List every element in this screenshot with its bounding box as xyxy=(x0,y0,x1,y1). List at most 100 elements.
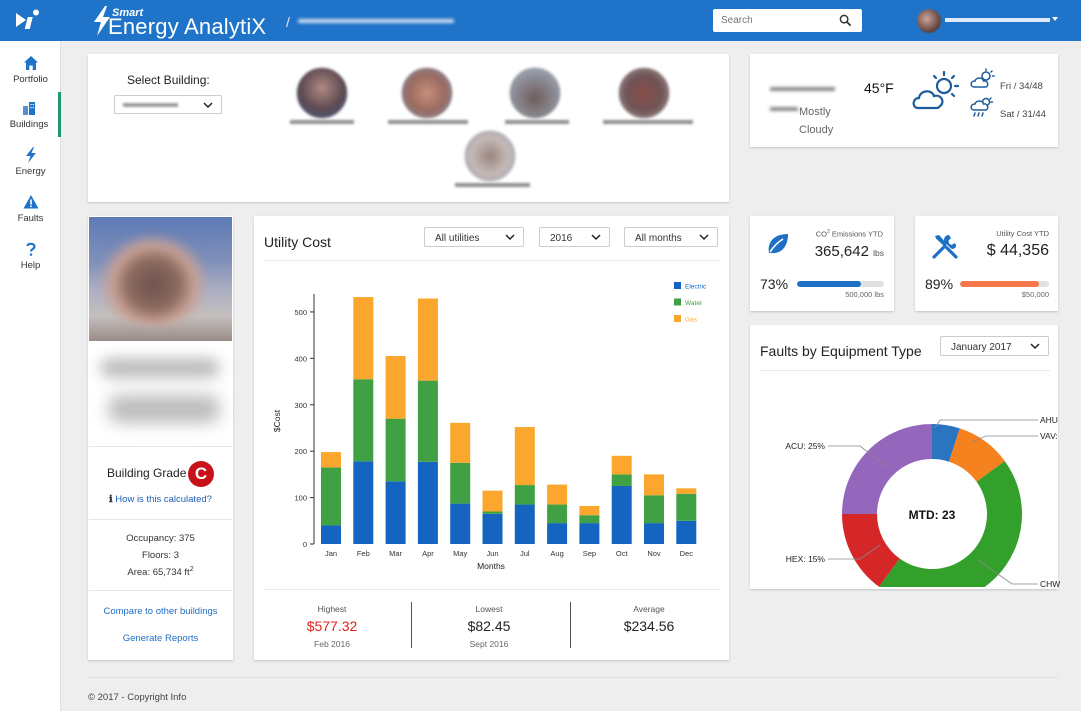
year-filter-dropdown[interactable]: 2016 xyxy=(539,227,610,247)
search-icon[interactable] xyxy=(839,14,852,27)
summary-label: Average xyxy=(633,604,665,614)
bar-segment-gas[interactable] xyxy=(644,474,664,496)
x-tick-label: Mar xyxy=(389,549,402,558)
bar-segment-water[interactable] xyxy=(676,493,697,521)
bar-segment-electric[interactable] xyxy=(450,503,471,544)
bar-segment-water[interactable] xyxy=(353,379,374,462)
compare-buildings-link[interactable]: Compare to other buildings xyxy=(103,606,218,617)
bar-segment-gas[interactable] xyxy=(676,488,697,494)
y-tick-label: 200 xyxy=(294,447,307,456)
faults-period-value: January 2017 xyxy=(951,342,1012,353)
buildings-icon xyxy=(23,102,35,115)
building-thumbnail[interactable] xyxy=(618,67,670,119)
bar-segment-gas[interactable] xyxy=(417,298,438,381)
bar-segment-electric[interactable] xyxy=(417,461,438,544)
emissions-label-post: Emissions YTD xyxy=(829,229,883,239)
donut-leader-line xyxy=(828,544,881,560)
user-name-redacted[interactable] xyxy=(945,18,1050,22)
partly-sunny-icon xyxy=(970,68,995,88)
chevron-down-icon xyxy=(505,234,515,241)
cost-ytd-label: Utility Cost YTD xyxy=(996,229,1049,238)
x-axis-label: Months xyxy=(477,561,505,571)
building-thumbnail[interactable] xyxy=(296,67,348,119)
bar-segment-gas[interactable] xyxy=(482,490,503,512)
bar-segment-water[interactable] xyxy=(450,462,471,504)
building-thumbnail[interactable] xyxy=(464,130,516,182)
bar-segment-electric[interactable] xyxy=(676,520,697,544)
donut-slice-acu[interactable] xyxy=(842,424,932,514)
brand-small-text: Smart xyxy=(112,7,144,19)
sidebar-item-faults[interactable]: Faults xyxy=(0,186,61,231)
bar-segment-electric[interactable] xyxy=(644,523,664,544)
bar-segment-electric[interactable] xyxy=(385,481,406,544)
sidebar-item-help[interactable]: Help xyxy=(0,233,61,278)
tools-icon xyxy=(932,235,958,259)
building-dropdown[interactable] xyxy=(114,95,222,114)
area-value: Area: 65,734 ft xyxy=(127,567,190,579)
user-menu-caret-icon[interactable] xyxy=(1052,17,1058,21)
bar-segment-water[interactable] xyxy=(547,504,568,524)
bar-segment-electric[interactable] xyxy=(321,525,341,544)
sidebar-item-label: Portfolio xyxy=(13,74,48,85)
utility-filter-dropdown[interactable]: All utilities xyxy=(424,227,524,247)
bar-segment-water[interactable] xyxy=(579,515,600,524)
user-avatar[interactable] xyxy=(917,9,941,33)
bar-segment-water[interactable] xyxy=(482,511,503,514)
warning-icon xyxy=(23,195,38,209)
y-tick-label: 400 xyxy=(294,354,307,363)
grade-info-link[interactable]: ℹ How is this calculated? xyxy=(89,494,232,505)
bar-segment-electric[interactable] xyxy=(514,504,535,544)
bar-segment-gas[interactable] xyxy=(321,452,341,468)
donut-slice-chw[interactable] xyxy=(879,461,1022,587)
sidebar-item-buildings[interactable]: Buildings xyxy=(0,92,61,137)
donut-slice-ahu[interactable] xyxy=(932,424,960,462)
emissions-card xyxy=(750,216,894,311)
faults-title: Faults by Equipment Type xyxy=(760,343,922,359)
bar-segment-electric[interactable] xyxy=(579,523,600,544)
utility-cost-card xyxy=(254,216,729,660)
donut-leader-line xyxy=(977,559,1038,585)
bar-segment-gas[interactable] xyxy=(547,484,568,505)
breadcrumb-redacted[interactable] xyxy=(298,19,454,23)
bar-segment-water[interactable] xyxy=(417,380,438,462)
search-box xyxy=(713,9,862,32)
bar-segment-water[interactable] xyxy=(514,485,535,505)
bar-segment-water[interactable] xyxy=(611,474,632,486)
bar-segment-gas[interactable] xyxy=(450,422,471,463)
chevron-down-icon xyxy=(203,102,213,109)
cost-ytd-percent: 89% xyxy=(925,276,954,292)
bar-segment-gas[interactable] xyxy=(385,356,406,419)
generate-reports-link[interactable]: Generate Reports xyxy=(122,633,199,644)
faults-period-dropdown[interactable]: January 2017 xyxy=(940,336,1049,356)
building-thumbnail[interactable] xyxy=(509,67,561,119)
donut-slice-vav[interactable] xyxy=(948,428,1005,482)
month-filter-value: All months xyxy=(635,233,682,244)
y-tick-label: 0 xyxy=(303,540,307,549)
bar-segment-gas[interactable] xyxy=(353,297,374,380)
bar-segment-electric[interactable] xyxy=(611,485,632,544)
emissions-value: 365,642 lbs xyxy=(790,243,884,260)
building-thumbnail-label-redacted xyxy=(505,120,569,124)
app-logo-icon[interactable] xyxy=(14,8,44,32)
bar-segment-electric[interactable] xyxy=(482,513,503,544)
month-filter-dropdown[interactable]: All months xyxy=(624,227,718,247)
legend-label: Electric xyxy=(685,284,707,291)
bar-segment-water[interactable] xyxy=(385,418,406,482)
donut-slice-hex[interactable] xyxy=(842,514,900,587)
select-building-title: Select Building: xyxy=(127,73,210,87)
sidebar-item-energy[interactable]: Energy xyxy=(0,139,61,184)
bar-segment-gas[interactable] xyxy=(514,427,535,486)
bar-segment-electric[interactable] xyxy=(547,523,568,544)
sidebar-item-portfolio[interactable]: Portfolio xyxy=(0,47,61,92)
donut-leader-line xyxy=(828,445,888,468)
search-input[interactable] xyxy=(713,9,833,32)
building-thumbnail[interactable] xyxy=(401,67,453,119)
home-icon xyxy=(23,56,38,70)
snow-rain-icon xyxy=(970,97,994,117)
bar-segment-water[interactable] xyxy=(644,495,664,524)
bar-segment-water[interactable] xyxy=(321,467,341,526)
bar-segment-gas[interactable] xyxy=(579,505,600,516)
bar-segment-electric[interactable] xyxy=(353,461,374,544)
bar-segment-gas[interactable] xyxy=(611,455,632,475)
legend-label: Gas xyxy=(685,317,698,324)
